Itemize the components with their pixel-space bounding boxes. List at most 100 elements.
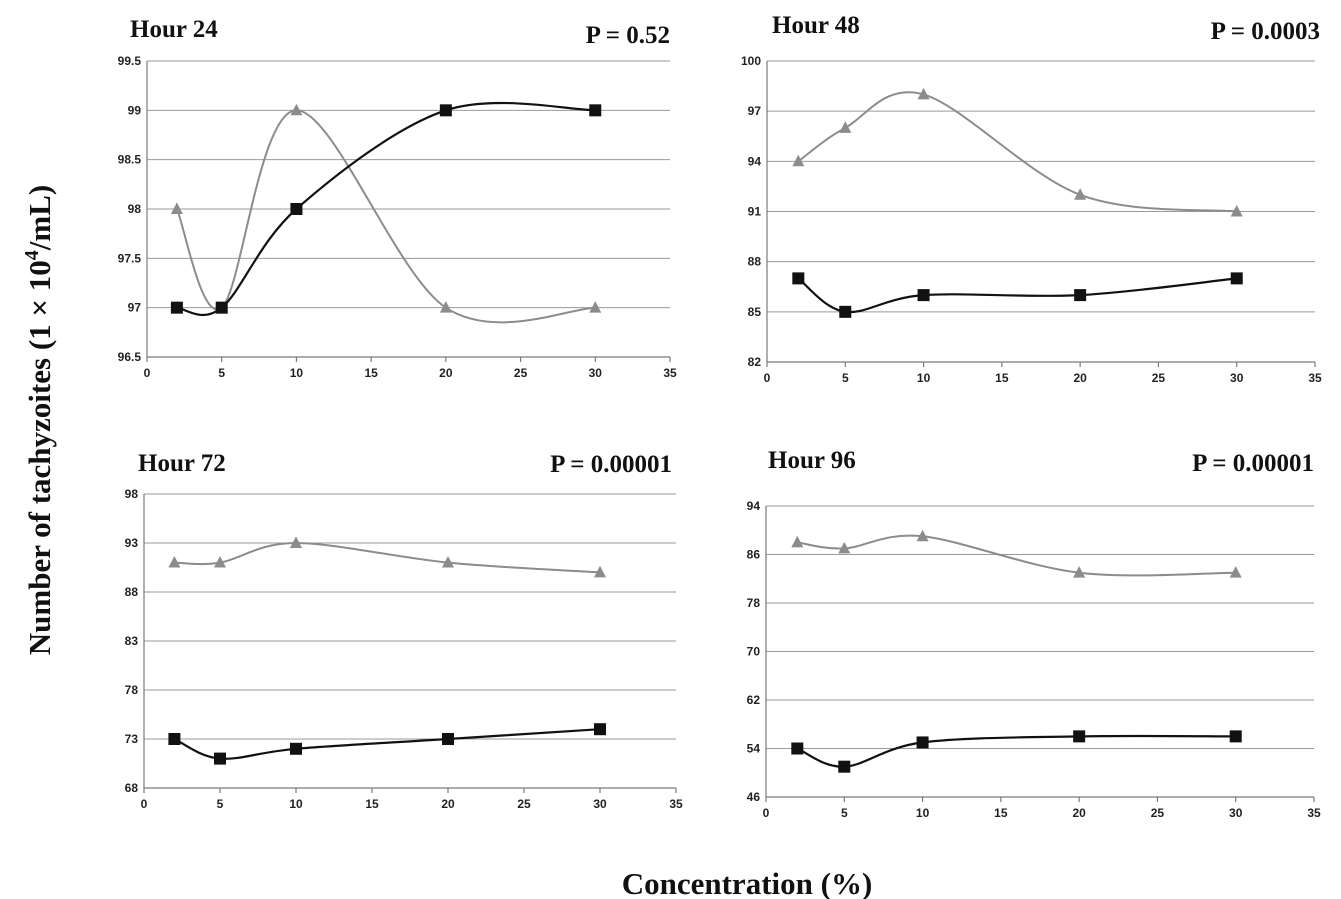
data-point-square — [839, 305, 852, 318]
x-tick-label: 10 — [289, 797, 303, 811]
data-point-triangle — [214, 556, 226, 568]
panel-title: Hour 24 — [130, 16, 218, 43]
y-tick-label: 73 — [125, 732, 139, 746]
data-point-triangle — [442, 556, 454, 568]
y-tick-label: 68 — [125, 781, 139, 795]
y-tick-label: 97 — [128, 301, 142, 315]
series-line-triangle — [175, 109, 596, 324]
y-tick-label: 100 — [741, 54, 761, 68]
x-tick-label: 10 — [916, 806, 930, 820]
data-point-triangle — [839, 121, 852, 133]
x-tick-label: 25 — [1151, 806, 1165, 820]
series-line-square — [796, 734, 1236, 768]
data-point-square — [290, 203, 303, 215]
x-tick-label: 20 — [441, 797, 455, 811]
x-tick-label: 0 — [141, 797, 148, 811]
data-point-triangle — [594, 565, 606, 578]
data-point-triangle — [1229, 566, 1242, 578]
data-point-square — [594, 723, 606, 736]
series-line-square — [797, 277, 1237, 314]
y-tick-label: 78 — [125, 683, 139, 697]
data-point-square — [792, 272, 805, 285]
data-point-triangle — [589, 301, 602, 313]
x-tick-label: 15 — [994, 806, 1008, 820]
y-tick-label: 88 — [748, 255, 762, 269]
x-tick-label: 35 — [663, 366, 677, 380]
y-tick-label: 99.5 — [118, 54, 142, 68]
data-point-triangle — [917, 87, 930, 100]
y-tick-label: 91 — [748, 205, 762, 219]
y-tick-label: 94 — [747, 499, 761, 513]
data-point-square — [439, 104, 452, 117]
data-point-square — [916, 736, 929, 749]
y-tick-label: 98 — [125, 487, 139, 501]
data-point-triangle — [439, 301, 452, 313]
data-point-triangle — [1073, 566, 1086, 578]
data-point-triangle — [1074, 188, 1087, 200]
y-tick-label: 97 — [748, 104, 762, 118]
p-value-annotation: P = 0.52 — [586, 22, 670, 49]
chart-panel-1: Hour 24 P = 0.52 96.5 97 97.5 98 98.5 99 99.5 0 5 1… — [118, 16, 677, 380]
x-tick-label: 10 — [290, 366, 304, 380]
y-axis-label: Number of tachyzoites (1 × 104/mL) — [21, 185, 57, 656]
x-tick-label: 25 — [514, 366, 528, 380]
data-point-triangle — [838, 541, 851, 554]
y-tick-label: 94 — [748, 154, 762, 168]
y-tick-label: 86 — [747, 548, 761, 562]
chart-panels: Hour 24 P = 0.52 96.5 97 97.5 98 98.5 99 99.5 0 5 1… — [118, 12, 1322, 820]
data-point-square — [791, 742, 804, 755]
y-tick-label: 62 — [747, 693, 761, 707]
y-tick-label: 46 — [747, 790, 761, 804]
y-tick-label: 85 — [748, 305, 762, 319]
x-tick-label: 20 — [1073, 371, 1087, 385]
data-point-square — [589, 104, 602, 117]
panel-title: Hour 96 — [768, 447, 856, 474]
data-point-square — [1073, 730, 1086, 743]
x-tick-label: 0 — [764, 371, 771, 385]
data-point-square — [214, 752, 226, 765]
x-tick-label: 25 — [1152, 371, 1166, 385]
data-point-square — [917, 289, 930, 302]
x-tick-label: 30 — [589, 366, 603, 380]
y-tick-label: 70 — [747, 645, 761, 659]
x-tick-label: 5 — [842, 371, 849, 385]
data-point-triangle — [290, 103, 303, 116]
data-point-triangle — [791, 535, 804, 548]
data-point-triangle — [916, 529, 929, 542]
x-tick-label: 20 — [1072, 806, 1086, 820]
data-point-square — [442, 733, 454, 745]
x-tick-label: 35 — [1307, 806, 1321, 820]
data-point-square — [1074, 289, 1087, 302]
x-tick-label: 30 — [593, 797, 607, 811]
data-point-square — [168, 733, 181, 745]
data-point-square — [170, 301, 183, 314]
chart-panel-3: Hour 72 P = 0.00001 68 73 78 83 88 93 98 0 5 10 15 20… — [125, 450, 683, 811]
x-tick-label: 30 — [1230, 371, 1244, 385]
data-point-triangle — [168, 556, 181, 568]
series-line-square — [173, 728, 601, 760]
y-tick-label: 54 — [747, 742, 761, 756]
y-tick-label: 82 — [748, 355, 762, 369]
x-tick-label: 15 — [364, 366, 378, 380]
data-point-triangle — [290, 536, 302, 548]
data-point-triangle — [170, 202, 183, 214]
x-tick-label: 35 — [1308, 371, 1322, 385]
data-point-square — [215, 301, 228, 314]
panel-title: Hour 48 — [772, 12, 860, 39]
data-point-square — [838, 760, 851, 773]
y-tick-label: 97.5 — [118, 251, 142, 265]
x-tick-label: 10 — [917, 371, 931, 385]
x-tick-label: 5 — [841, 806, 848, 820]
x-tick-label: 15 — [365, 797, 379, 811]
data-point-triangle — [1230, 204, 1243, 217]
series-line-triangle — [174, 541, 601, 574]
x-tick-label: 0 — [144, 366, 151, 380]
x-tick-label: 5 — [218, 366, 225, 380]
y-tick-label: 93 — [125, 536, 139, 550]
data-point-triangle — [792, 154, 805, 167]
y-tick-label: 99 — [128, 103, 142, 117]
x-tick-label: 20 — [439, 366, 453, 380]
x-tick-label: 30 — [1229, 806, 1243, 820]
data-point-square — [1230, 272, 1243, 285]
